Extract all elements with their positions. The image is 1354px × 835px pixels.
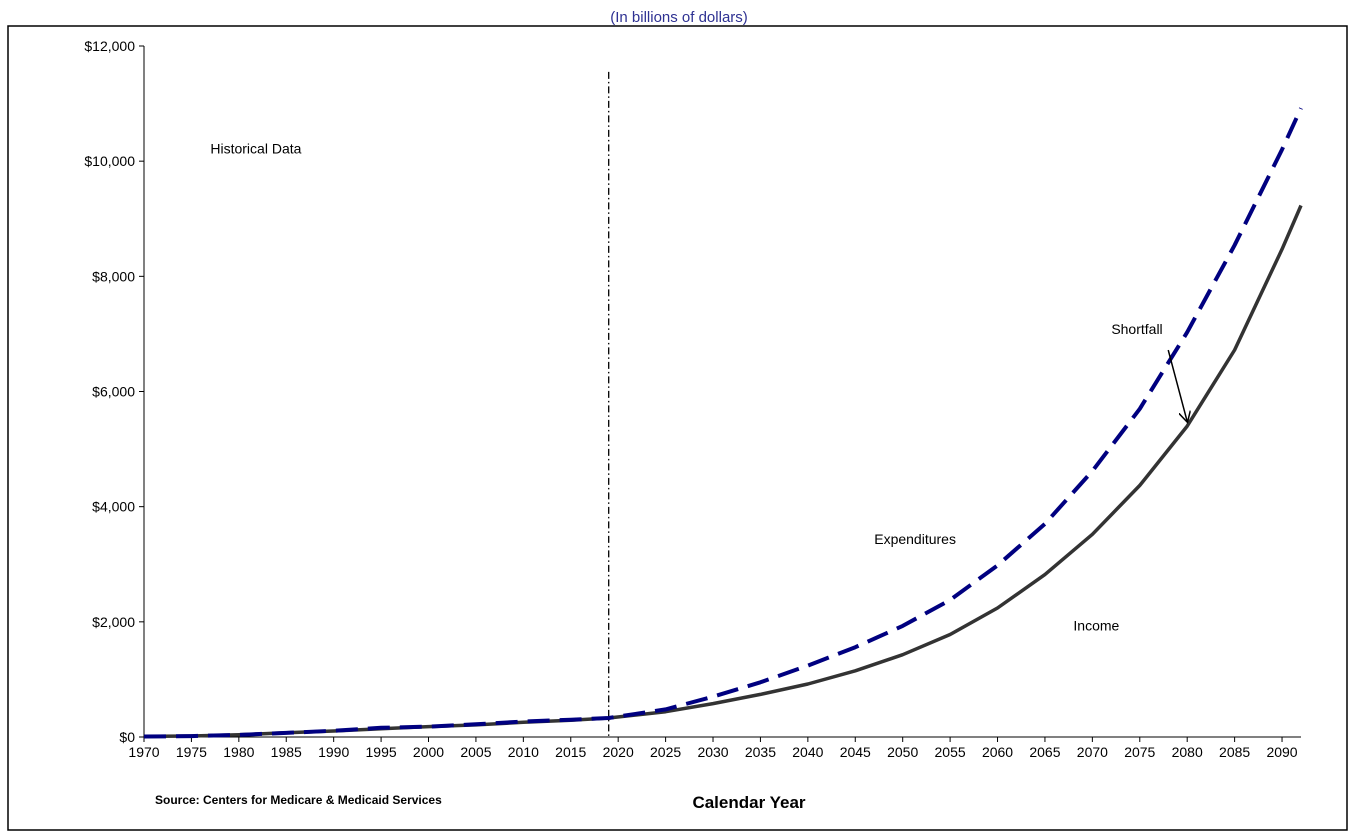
x-tick-label: 1990 [318, 744, 349, 760]
x-tick-label: 2010 [508, 744, 539, 760]
x-axis-label: Calendar Year [692, 793, 805, 812]
x-tick-label: 2050 [887, 744, 918, 760]
x-tick-label: 2020 [603, 744, 634, 760]
x-tick-label: 2080 [1172, 744, 1203, 760]
x-tick-label: 2030 [697, 744, 728, 760]
x-tick-label: 2060 [982, 744, 1013, 760]
x-tick-label: 2045 [840, 744, 871, 760]
annotation-shortfall: Shortfall [1111, 321, 1162, 337]
x-tick-label: 2075 [1124, 744, 1155, 760]
x-tick-label: 2040 [792, 744, 823, 760]
x-tick-label: 2000 [413, 744, 444, 760]
series-line-expenditures [143, 107, 1303, 739]
source-note: Source: Centers for Medicare & Medicaid … [155, 793, 442, 807]
x-tick-label: 2065 [1029, 744, 1060, 760]
y-tick-label: $4,000 [92, 499, 135, 515]
chart-frame [7, 25, 1348, 831]
y-tick-label: $12,000 [84, 38, 135, 54]
annotation-historical-data: Historical Data [210, 141, 301, 157]
x-tick-label: 1980 [223, 744, 254, 760]
chart-subtitle: (In billions of dollars) [610, 9, 748, 26]
x-tick-label: 2090 [1266, 744, 1297, 760]
series-line-income [143, 204, 1303, 739]
y-tick-label: $6,000 [92, 384, 135, 400]
x-tick-label: 2085 [1219, 744, 1250, 760]
x-tick-label: 1995 [366, 744, 397, 760]
annotation-income: Income [1073, 617, 1119, 633]
annotation-expenditures: Expenditures [874, 531, 956, 547]
x-tick-label: 2005 [460, 744, 491, 760]
x-tick-label: 2070 [1077, 744, 1108, 760]
x-tick-label: 2025 [650, 744, 681, 760]
shortfall-arrow [1167, 349, 1187, 421]
y-tick-label: $2,000 [92, 614, 135, 630]
x-tick-label: 1970 [128, 744, 159, 760]
x-tick-label: 2035 [745, 744, 776, 760]
x-tick-label: 1985 [271, 744, 302, 760]
y-tick-label: $10,000 [84, 153, 135, 169]
x-tick-label: 2055 [935, 744, 966, 760]
y-tick-label: $0 [119, 729, 135, 745]
x-tick-label: 1975 [176, 744, 207, 760]
y-tick-label: $8,000 [92, 268, 135, 284]
x-tick-label: 2015 [555, 744, 586, 760]
